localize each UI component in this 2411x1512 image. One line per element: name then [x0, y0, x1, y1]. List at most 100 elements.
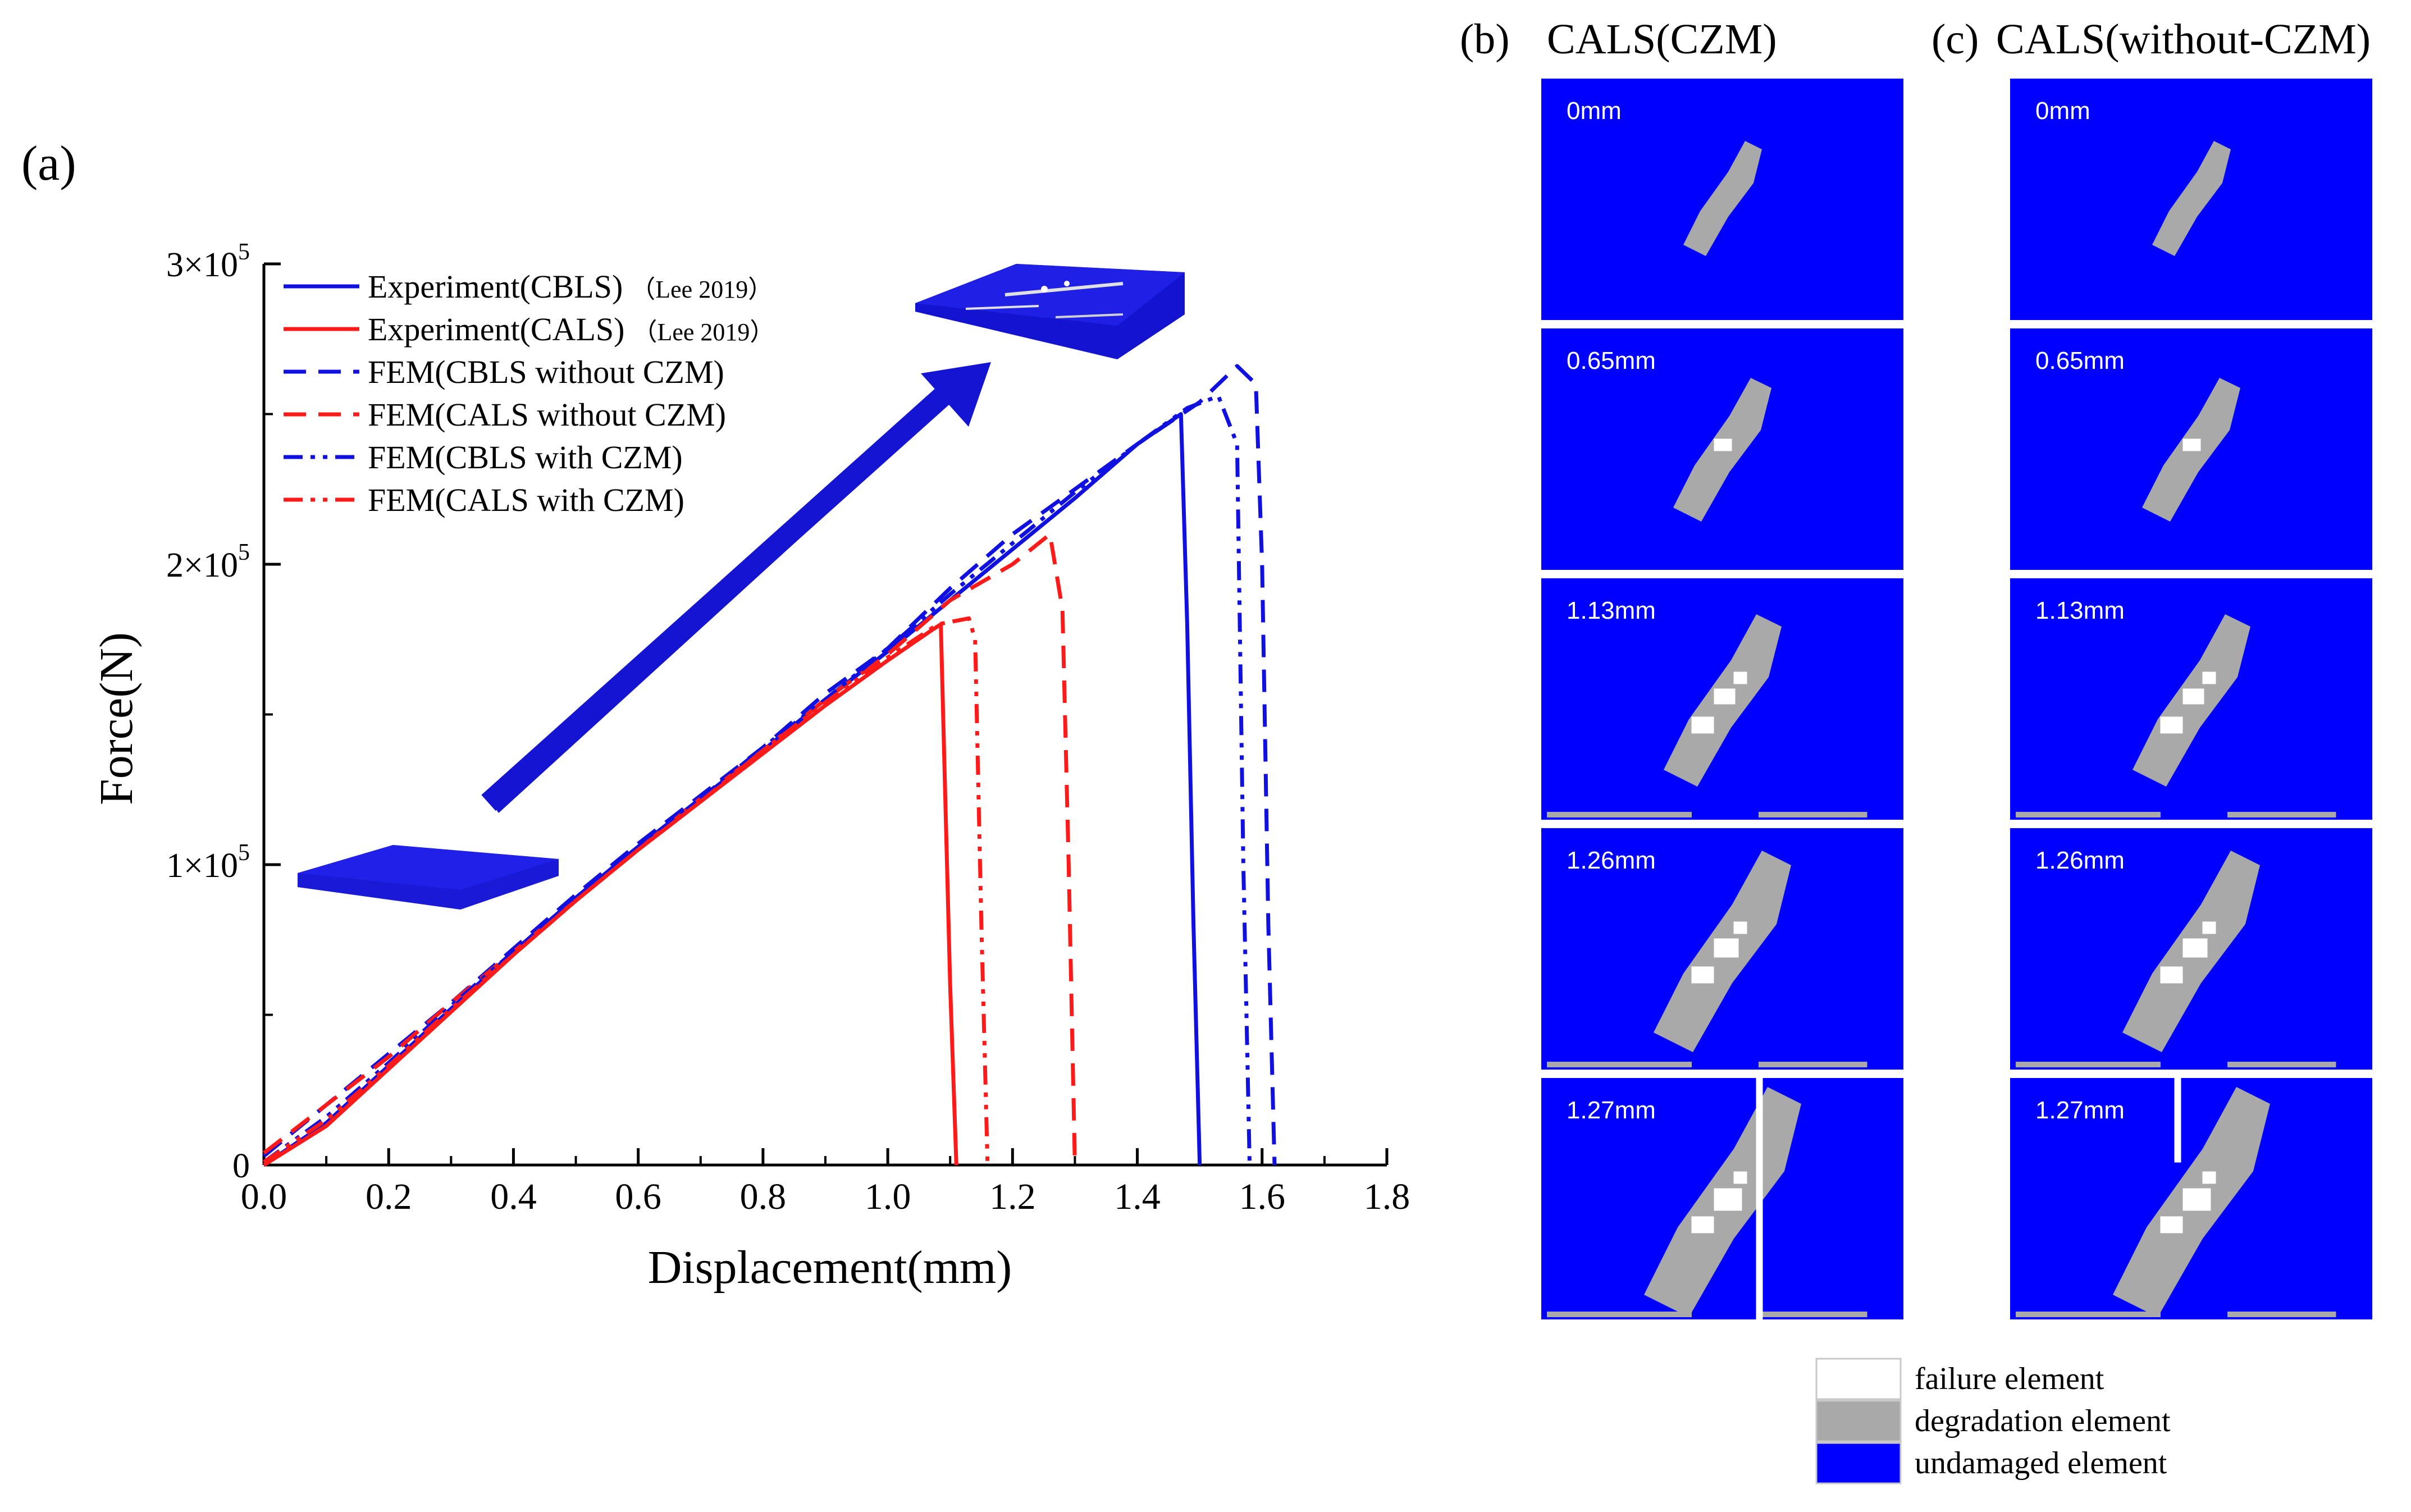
failure-zone [1691, 966, 1714, 984]
damage-legend-swatch [1815, 1358, 1902, 1400]
panel-label: (c) [1931, 16, 1979, 63]
snapshot-displacement-label: 1.13mm [2035, 597, 2125, 624]
failure-zone [1733, 1171, 1747, 1184]
series-line-2 [263, 622, 958, 1167]
legend-entry-label: Experiment(CBLS) （Lee 2019） [368, 268, 773, 305]
chart-legend: Experiment(CBLS) （Lee 2019） Experiment(CAL… [284, 268, 774, 518]
x-tick-label: 0.6 [615, 1176, 661, 1217]
snapshot-cell: 1.27mm [2010, 1078, 2372, 1319]
degradation-zone [1683, 141, 1762, 256]
snapshot-cell: 0.65mm [1541, 328, 1903, 570]
failure-zone [2182, 1188, 2211, 1211]
snapshot-cell: 1.26mm [2010, 828, 2372, 1070]
x-axis-ticks: 0.0 0.2 0.4 0.6 0.8 1.0 1.2 1.4 1.6 1.8 [241, 1148, 1410, 1217]
failure-zone [2160, 716, 2183, 734]
snapshot-displacement-label: 1.27mm [2035, 1097, 2125, 1124]
column-title: CALS(CZM) [1547, 16, 1777, 63]
edge-degradation [2016, 812, 2161, 817]
edge-degradation [2016, 1312, 2161, 1317]
failure-zone [1733, 921, 1747, 934]
x-tick-label: 0.8 [740, 1176, 787, 1217]
panel-label: (b) [1460, 16, 1510, 63]
legend-entry-label: FEM(CALS with CZM) [368, 482, 684, 518]
legend-entry-label: FEM(CBLS with CZM) [368, 439, 683, 476]
snapshot-cell: 0mm [2010, 79, 2372, 320]
damage-legend-label: degradation element [1915, 1404, 2171, 1438]
failure-zone [1691, 716, 1714, 734]
failure-zone [2182, 688, 2204, 705]
damage-snapshot-panels: (b) CALS(CZM)0mm0.65mm1.13mm1.26mm1.27mm(… [1460, 16, 2372, 1319]
failure-zone [1714, 1188, 1742, 1211]
x-tick-label: 1.2 [989, 1176, 1036, 1217]
failure-zone [1691, 1216, 1714, 1234]
failure-zone [2182, 938, 2208, 958]
snapshot-cell: 1.26mm [1541, 828, 1903, 1070]
edge-degradation [1547, 1062, 1692, 1067]
snapshot-cell: 1.27mm [1541, 1078, 1903, 1319]
failed-plate-illustration [915, 264, 1185, 359]
series-line-3 [262, 364, 1277, 1166]
loading-arrow [481, 362, 991, 813]
snapshot-cell: 0mm [1541, 79, 1903, 320]
failure-zone [1714, 438, 1732, 451]
x-tick-label: 0.4 [490, 1176, 537, 1217]
snapshot-displacement-label: 0mm [2035, 97, 2090, 125]
failure-zone [2182, 438, 2201, 451]
legend-entry-label: Experiment(CALS) （Lee 2019） [368, 311, 774, 348]
degradation-zone [2152, 141, 2231, 256]
series-lines [262, 364, 1277, 1167]
failure-zone [2202, 672, 2216, 684]
y-tick-label: 0 [232, 1147, 250, 1185]
x-tick-label: 0.2 [366, 1176, 412, 1217]
crack-line [2174, 1078, 2181, 1163]
edge-degradation [1759, 812, 1867, 817]
edge-degradation [2227, 1312, 2336, 1317]
column-title: CALS(without-CZM) [1996, 16, 2371, 63]
snapshot-displacement-label: 1.27mm [1567, 1097, 1656, 1124]
y-tick-label: 3×105 [166, 239, 250, 284]
snapshot-displacement-label: 1.26mm [2035, 847, 2125, 874]
snapshot-displacement-label: 0mm [1567, 97, 1622, 125]
edge-degradation [1547, 1312, 1692, 1317]
failure-zone [2202, 921, 2216, 934]
x-tick-label: 1.6 [1239, 1176, 1286, 1217]
snapshot-displacement-label: 0.65mm [1567, 347, 1656, 374]
edge-degradation [2227, 1062, 2336, 1067]
edge-degradation [1759, 1312, 1867, 1317]
failure-zone [2160, 966, 2183, 984]
y-tick-label: 2×105 [166, 540, 250, 584]
edge-degradation [1759, 1062, 1867, 1067]
intact-plate-illustration [298, 845, 559, 910]
edge-degradation [1547, 812, 1692, 817]
edge-degradation [2227, 812, 2336, 817]
x-tick-label: 0.0 [241, 1176, 287, 1217]
x-tick-label: 1.4 [1114, 1176, 1161, 1217]
y-axis-ticks: 0 1×105 2×105 3×105 [166, 239, 281, 1185]
series-line-6 [263, 616, 990, 1166]
legend-entry-label: FEM(CALS without CZM) [368, 396, 726, 433]
crack-line [1756, 1078, 1763, 1319]
edge-degradation [2016, 1062, 2161, 1067]
damage-legend-swatch [1815, 1400, 1902, 1442]
failure-zone [1733, 672, 1747, 684]
damage-legend-label: failure element [1915, 1362, 2104, 1396]
failure-zone [2202, 1171, 2216, 1184]
damage-legend-swatch [1815, 1442, 1902, 1484]
x-tick-label: 1.8 [1364, 1176, 1410, 1217]
snapshot-cell: 1.13mm [2010, 578, 2372, 820]
failure-zone [1714, 938, 1739, 958]
failure-zone [1714, 688, 1736, 705]
snapshot-column-noczm: (c) CALS(without-CZM) 0mm 0.65mm 1.13mm 1.26m… [1931, 16, 2372, 1319]
x-axis-label: Displacement(mm) [648, 1241, 1012, 1294]
force-displacement-chart: 0.0 0.2 0.4 0.6 0.8 1.0 1.2 1.4 1.6 1.8 0 1×105 2×1… [90, 239, 1410, 1294]
snapshot-cell: 0.65mm [2010, 328, 2372, 570]
snapshot-displacement-label: 0.65mm [2035, 347, 2125, 374]
failure-zone [2160, 1216, 2183, 1234]
legend-entry-label: FEM(CBLS without CZM) [368, 354, 724, 390]
damage-legend-label: undamaged element [1915, 1446, 2167, 1481]
y-tick-label: 1×105 [166, 840, 250, 885]
x-tick-label: 1.0 [865, 1176, 911, 1217]
damage-legend: failure element degradation element undama… [1815, 1358, 2171, 1484]
panel-label-a: (a) [21, 136, 76, 191]
